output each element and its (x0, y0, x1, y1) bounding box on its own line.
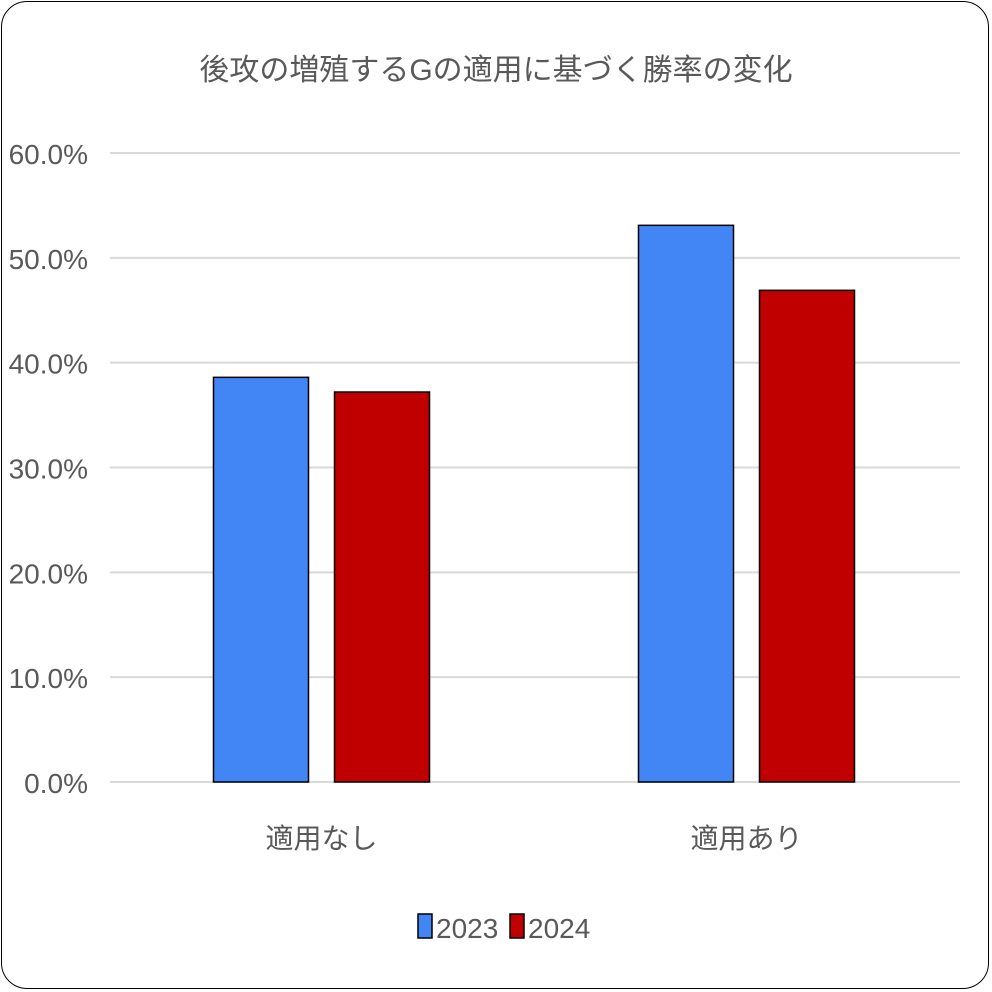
legend: 2023 2024 (417, 913, 590, 944)
legend-swatch-2024 (509, 913, 525, 939)
legend-label: 2024 (528, 913, 590, 944)
y-tick-label: 0.0% (24, 768, 88, 799)
bar-2024-1 (758, 289, 856, 783)
y-tick-label: 60.0% (9, 139, 88, 170)
y-tick-label: 10.0% (9, 663, 88, 694)
bar-2024-0 (333, 391, 431, 783)
y-tick-label: 50.0% (9, 244, 88, 275)
x-tick-label: 適用あり (690, 823, 802, 854)
y-tick-label: 40.0% (9, 349, 88, 380)
x-tick-labels: 適用なし 適用あり (265, 823, 802, 854)
y-tick-labels: 0.0% 10.0% 20.0% 30.0% 40.0% 50.0% 60.0% (9, 139, 88, 799)
y-tick-label: 30.0% (9, 454, 88, 485)
x-tick-label: 適用なし (265, 823, 377, 854)
bars (212, 224, 856, 783)
bar-2023-1 (637, 224, 735, 783)
legend-swatch-2023 (417, 913, 433, 939)
y-tick-label: 20.0% (9, 558, 88, 589)
legend-label: 2023 (436, 913, 498, 944)
bar-2023-0 (212, 376, 310, 783)
chart-title: 後攻の増殖するGの適用に基づく勝率の変化 (199, 54, 792, 87)
